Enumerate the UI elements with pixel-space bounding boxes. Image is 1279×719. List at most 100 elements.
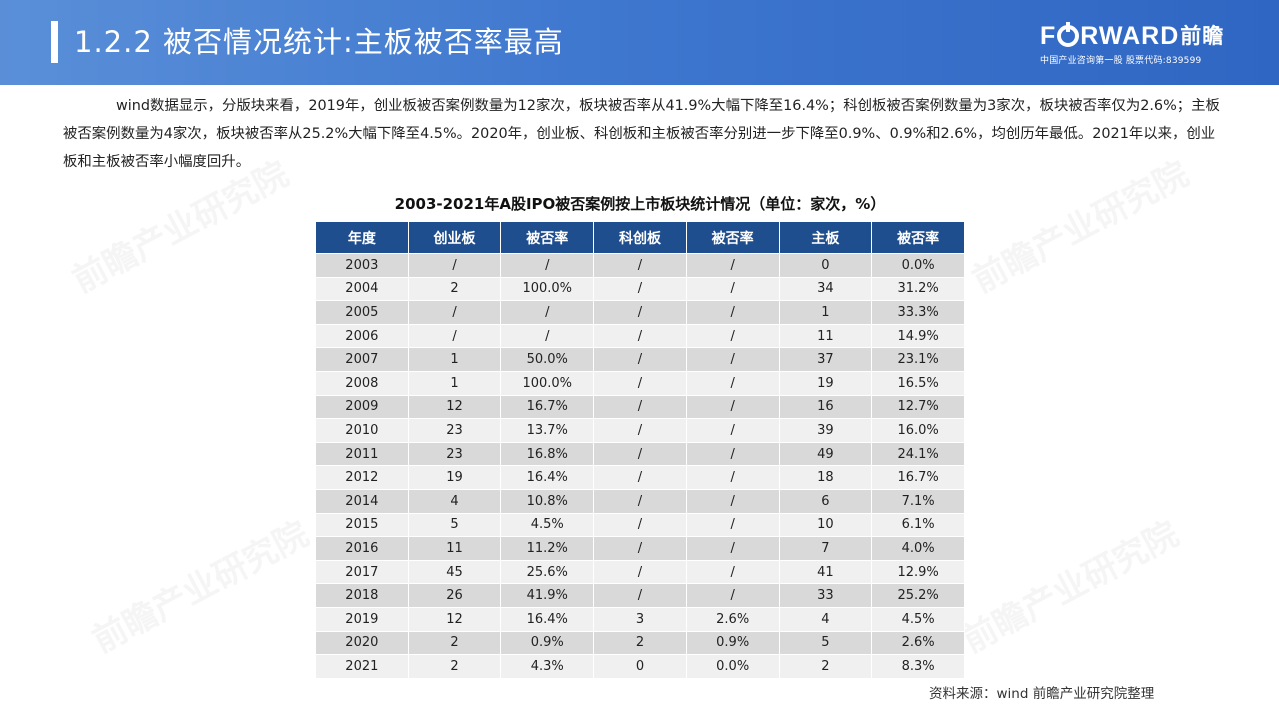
table-cell: /: [685, 583, 780, 608]
table-cell: 23.1%: [871, 347, 965, 372]
table-row: 2008 1 100.0% //19 16.5%: [315, 370, 965, 396]
table-cell: 16.8%: [500, 441, 595, 467]
table-cell: 6: [778, 488, 873, 514]
table-cell: 25.2%: [871, 583, 965, 608]
table-cell: 39: [778, 418, 873, 443]
table-cell: 4: [778, 606, 873, 632]
watermark: 前瞻产业研究院: [86, 514, 316, 662]
table-cell: 11: [407, 536, 502, 561]
table-cell: /: [500, 323, 595, 349]
table-cell: 2: [407, 630, 502, 656]
table-row: 2006// //11 14.9%: [315, 323, 965, 349]
table-cell: 18: [778, 465, 873, 490]
table-cell: 4.5%: [871, 606, 965, 632]
table-cell: 25.6%: [500, 559, 595, 585]
table-row: 2009 12 16.7% //16 12.7%: [315, 394, 965, 420]
header-cell-chinext-rate: 被否率: [500, 221, 595, 254]
table-cell: /: [593, 465, 687, 490]
table-cell: /: [593, 512, 687, 538]
table-cell: 12: [407, 394, 502, 420]
table-row: 2017 45 25.6% //41 12.9%: [315, 559, 965, 585]
table-cell: /: [685, 441, 780, 467]
table-cell: 2004: [315, 276, 409, 302]
table-cell: 16.7%: [871, 465, 965, 490]
table-cell: 7: [778, 536, 873, 561]
table-row: 2012 19 16.4% //18 16.7%: [315, 465, 965, 490]
table-cell: 6.1%: [871, 512, 965, 538]
table-cell: /: [593, 559, 687, 585]
table-cell: 16: [778, 394, 873, 420]
table-cell: /: [685, 323, 780, 349]
table-cell: 2: [593, 630, 687, 656]
table-cell: 12.7%: [871, 394, 965, 420]
table-cell: 24.1%: [871, 441, 965, 467]
table-cell: 33: [778, 583, 873, 608]
table-cell: /: [593, 347, 687, 372]
table-cell: /: [593, 488, 687, 514]
table-cell: 13.7%: [500, 418, 595, 443]
page-title: 1.2.2 被否情况统计:主板被否率最高: [74, 25, 564, 59]
logo-ring-icon: [1057, 22, 1080, 47]
table-cell: /: [593, 583, 687, 608]
table-cell: 31.2%: [871, 276, 965, 302]
table-cell: /: [593, 441, 687, 467]
table-cell: 1: [778, 300, 873, 325]
table-cell: 2012: [315, 465, 409, 490]
table-header-row: 年度 创业板 被否率 科创板 被否率 主板 被否率: [315, 221, 965, 254]
table-cell: 4.3%: [500, 654, 595, 679]
logo-text-start: F: [1040, 22, 1057, 50]
table-cell: 26: [407, 583, 502, 608]
table-cell: 2: [407, 654, 502, 679]
table-cell: /: [593, 394, 687, 420]
table-cell: 2010: [315, 418, 409, 443]
table-cell: 2.6%: [685, 606, 780, 632]
table-cell: 16.4%: [500, 465, 595, 490]
table-cell: 2.6%: [871, 630, 965, 656]
table-cell: 10.8%: [500, 488, 595, 514]
table-cell: 45: [407, 559, 502, 585]
ipo-rejection-table: 年度 创业板 被否率 科创板 被否率 主板 被否率 2003// //0 0.0% 2…: [315, 221, 965, 679]
table-cell: /: [593, 253, 687, 278]
table-cell: 34: [778, 276, 873, 302]
table-row: 2011 23 16.8% //49 24.1%: [315, 441, 965, 467]
table-cell: 23: [407, 441, 502, 467]
table-cell: 41: [778, 559, 873, 585]
table-cell: 16.0%: [871, 418, 965, 443]
table-cell: 12.9%: [871, 559, 965, 585]
table-row: 2015 5 4.5% //10 6.1%: [315, 512, 965, 538]
table-cell: 0.9%: [500, 630, 595, 656]
table-cell: 0.9%: [685, 630, 780, 656]
table-row: 2004 2 100.0% //34 31.2%: [315, 276, 965, 302]
table-cell: 14.9%: [871, 323, 965, 349]
table-row: 2016 11 11.2% //7 4.0%: [315, 536, 965, 561]
table-cell: 2018: [315, 583, 409, 608]
brand-logo: F RWARD 前瞻 中国产业咨询第一股 股票代码:839599: [1040, 22, 1240, 72]
table-cell: /: [685, 253, 780, 278]
table-cell: 2015: [315, 512, 409, 538]
table-cell: 2005: [315, 300, 409, 325]
table-cell: 23: [407, 418, 502, 443]
table-cell: 2020: [315, 630, 409, 656]
table-cell: /: [500, 253, 595, 278]
table-cell: 2008: [315, 370, 409, 396]
table-cell: 5: [407, 512, 502, 538]
table-cell: 5: [778, 630, 873, 656]
table-cell: 50.0%: [500, 347, 595, 372]
table-cell: 19: [778, 370, 873, 396]
table-cell: 11: [778, 323, 873, 349]
table-row: 2003// //0 0.0%: [315, 253, 965, 278]
table-cell: 2009: [315, 394, 409, 420]
intro-paragraph: wind数据显示，分版块来看，2019年，创业板被否案例数量为12家次，板块被否…: [63, 98, 1220, 170]
logo-wordmark: F RWARD 前瞻: [1040, 22, 1240, 50]
table-body: 2003// //0 0.0% 2004 2 100.0% //34 31.2% 2005// /…: [315, 253, 965, 679]
table-cell: /: [685, 276, 780, 302]
table-cell: /: [685, 536, 780, 561]
table-cell: /: [593, 300, 687, 325]
table-cell: 4.5%: [500, 512, 595, 538]
table-cell: /: [593, 370, 687, 396]
table-title: 2003-2021年A股IPO被否案例按上市板块统计情况（单位：家次，%）: [394, 195, 886, 213]
table-cell: 3: [593, 606, 687, 632]
table-cell: 0: [778, 253, 873, 278]
table-cell: /: [685, 347, 780, 372]
table-cell: /: [685, 370, 780, 396]
